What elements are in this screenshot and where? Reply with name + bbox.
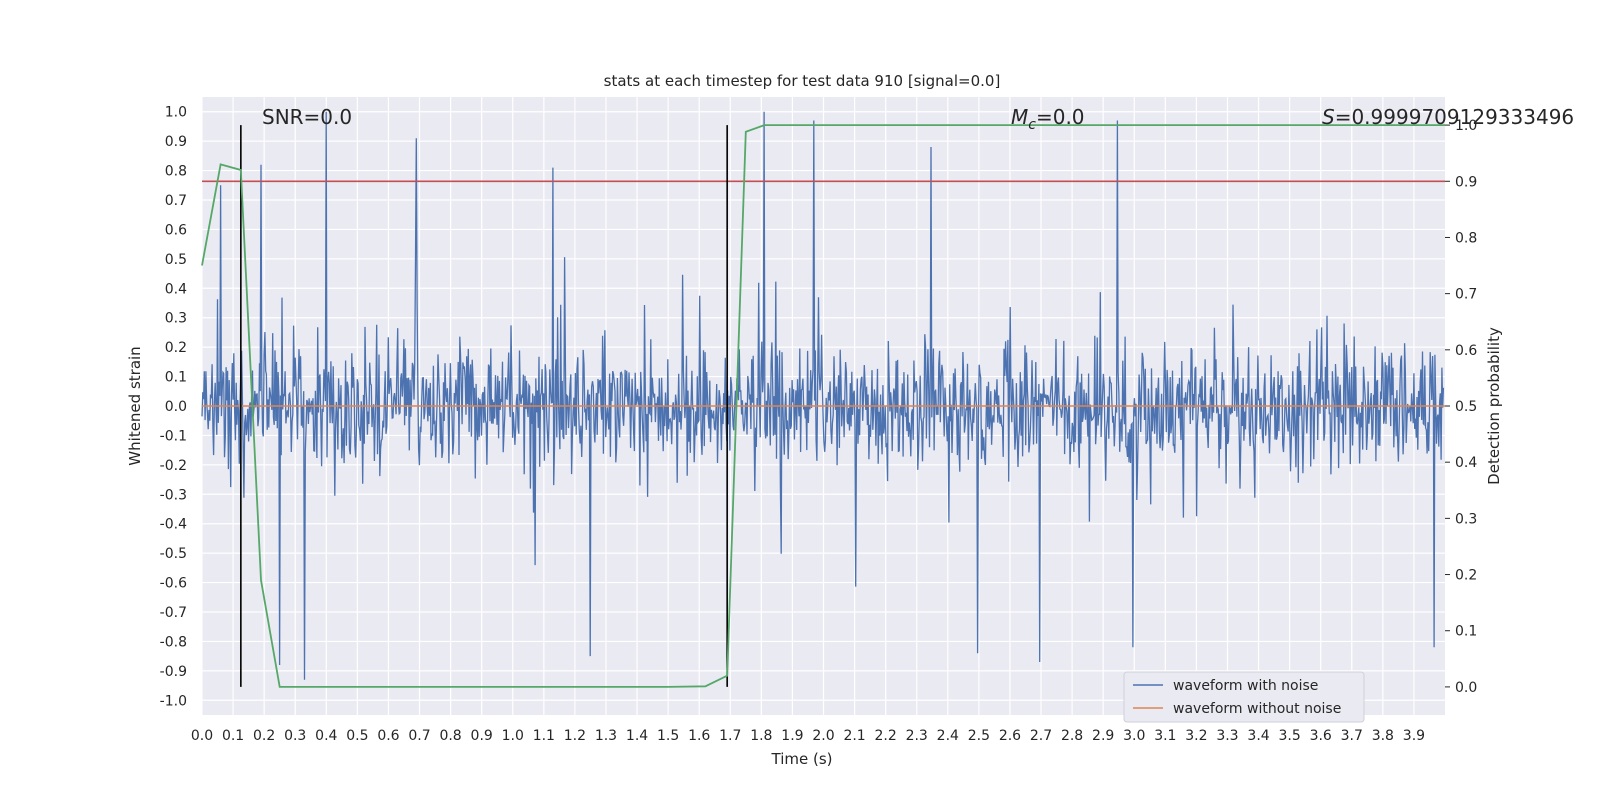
x-tick-label: 3.0 (1123, 728, 1145, 744)
y-tick-label: 0.2 (165, 340, 187, 356)
x-tick-label: 0.5 (346, 728, 368, 744)
y2-tick-label: 0.6 (1455, 343, 1477, 359)
x-tick-label: 1.9 (781, 728, 803, 744)
x-tick-label: 3.4 (1247, 728, 1269, 744)
waveform-with-noise-line (201, 111, 1445, 680)
y-tick-label: 0.6 (165, 222, 187, 238)
x-tick-label: 1.5 (657, 728, 679, 744)
x-tick-label: 3.2 (1185, 728, 1207, 744)
x-tick-label: 0.9 (471, 728, 493, 744)
x-tick-label: 2.9 (1092, 728, 1114, 744)
x-tick-label: 2.0 (812, 728, 834, 744)
y2-tick-label: 0.2 (1455, 568, 1477, 584)
y2-tick-label: 0.0 (1455, 680, 1477, 696)
x-tick-label: 2.4 (937, 728, 959, 744)
x-tick-label: 2.6 (999, 728, 1021, 744)
legend-box (1123, 671, 1365, 723)
y-tick-label: 0.8 (165, 164, 187, 180)
annotation-snr: SNR=0.0 (262, 105, 352, 129)
x-tick-label: 0.2 (253, 728, 275, 744)
x-tick-label: 0.3 (284, 728, 306, 744)
annotation-s: S=0.9999709129333496 (1322, 105, 1574, 129)
y2-tick-label: 1.0 (1455, 118, 1477, 134)
x-tick-label: 2.2 (875, 728, 897, 744)
x-tick-label: 0.1 (222, 728, 244, 744)
x-tick-label: 2.7 (1030, 728, 1052, 744)
y2-tick-label: 0.3 (1455, 511, 1477, 527)
y2-axis-label: Detection probability (1485, 327, 1503, 485)
x-axis-label: Time (s) (771, 750, 833, 768)
y-tick-label: 0.7 (165, 193, 187, 209)
x-tick-label: 3.3 (1216, 728, 1238, 744)
y2-tick-label: 0.4 (1455, 455, 1477, 471)
y-tick-label: -0.8 (160, 634, 187, 650)
annotation-chirp-mass: Mc=0.0 (1011, 105, 1085, 133)
y-tick-label: -0.5 (160, 546, 187, 562)
x-tick-label: 1.1 (533, 728, 555, 744)
x-tick-label: 1.0 (502, 728, 524, 744)
y2-tick-label: 0.9 (1455, 174, 1477, 190)
x-tick-label: 3.5 (1278, 728, 1300, 744)
x-tick-label: 0.8 (439, 728, 461, 744)
y-tick-label: -0.9 (160, 664, 187, 680)
x-tick-label: 3.1 (1154, 728, 1176, 744)
y-tick-label: -0.2 (160, 458, 187, 474)
y-tick-label: 0.0 (165, 399, 187, 415)
overlay-lines (201, 124, 1445, 688)
x-tick-label: 1.2 (564, 728, 586, 744)
x-tick-label: 3.9 (1403, 728, 1425, 744)
y2-tick-label: 0.8 (1455, 230, 1477, 246)
y-axis-label: Whitened strain (126, 346, 144, 465)
x-tick-label: 0.4 (315, 728, 337, 744)
x-tick-label: 1.3 (595, 728, 617, 744)
y-tick-label: 1.0 (165, 105, 187, 121)
x-tick-label: 1.8 (750, 728, 772, 744)
x-tick-label: 3.7 (1341, 728, 1363, 744)
y-tick-label: 0.9 (165, 134, 187, 150)
y-tick-label: -0.7 (160, 605, 187, 621)
y-tick-label: 0.1 (165, 370, 187, 386)
x-tick-label: 0.7 (408, 728, 430, 744)
x-tick-label: 3.8 (1372, 728, 1394, 744)
detection-probability-line (201, 124, 1445, 688)
y-tick-label: -0.3 (160, 487, 187, 503)
y2-tick-label: 0.7 (1455, 287, 1477, 303)
x-tick-label: 1.7 (719, 728, 741, 744)
x-tick-label: 2.8 (1061, 728, 1083, 744)
x-tick-label: 0.0 (191, 728, 213, 744)
y-tick-label: 0.5 (165, 252, 187, 268)
series-waveform-with-noise (201, 111, 1445, 680)
legend: waveform with noise waveform without noi… (1123, 671, 1365, 723)
chart-title: stats at each timestep for test data 910… (604, 72, 1001, 90)
ticks: 0.0 0.1 0.2 0.3 0.4 0.5 0.6 0.7 0.8 0.9 1.0 1.1 1.2 1… (160, 105, 1478, 744)
x-tick-label: 2.1 (843, 728, 865, 744)
y-tick-label: -0.6 (160, 576, 187, 592)
x-tick-label: 2.3 (906, 728, 928, 744)
x-tick-label: 1.6 (688, 728, 710, 744)
y-tick-label: -0.1 (160, 428, 187, 444)
y-tick-label: 0.3 (165, 311, 187, 327)
y2-tick-label: 0.1 (1455, 624, 1477, 640)
legend-label-without-noise: waveform without noise (1173, 701, 1341, 717)
x-tick-label: 3.6 (1310, 728, 1332, 744)
x-tick-label: 2.5 (968, 728, 990, 744)
legend-label-with-noise: waveform with noise (1173, 678, 1318, 694)
y2-tick-label: 0.5 (1455, 399, 1477, 415)
y-tick-label: -0.4 (160, 517, 187, 533)
y-tick-label: -1.0 (160, 693, 187, 709)
x-tick-label: 0.6 (377, 728, 399, 744)
y-tick-label: 0.4 (165, 281, 187, 297)
x-tick-label: 1.4 (626, 728, 648, 744)
